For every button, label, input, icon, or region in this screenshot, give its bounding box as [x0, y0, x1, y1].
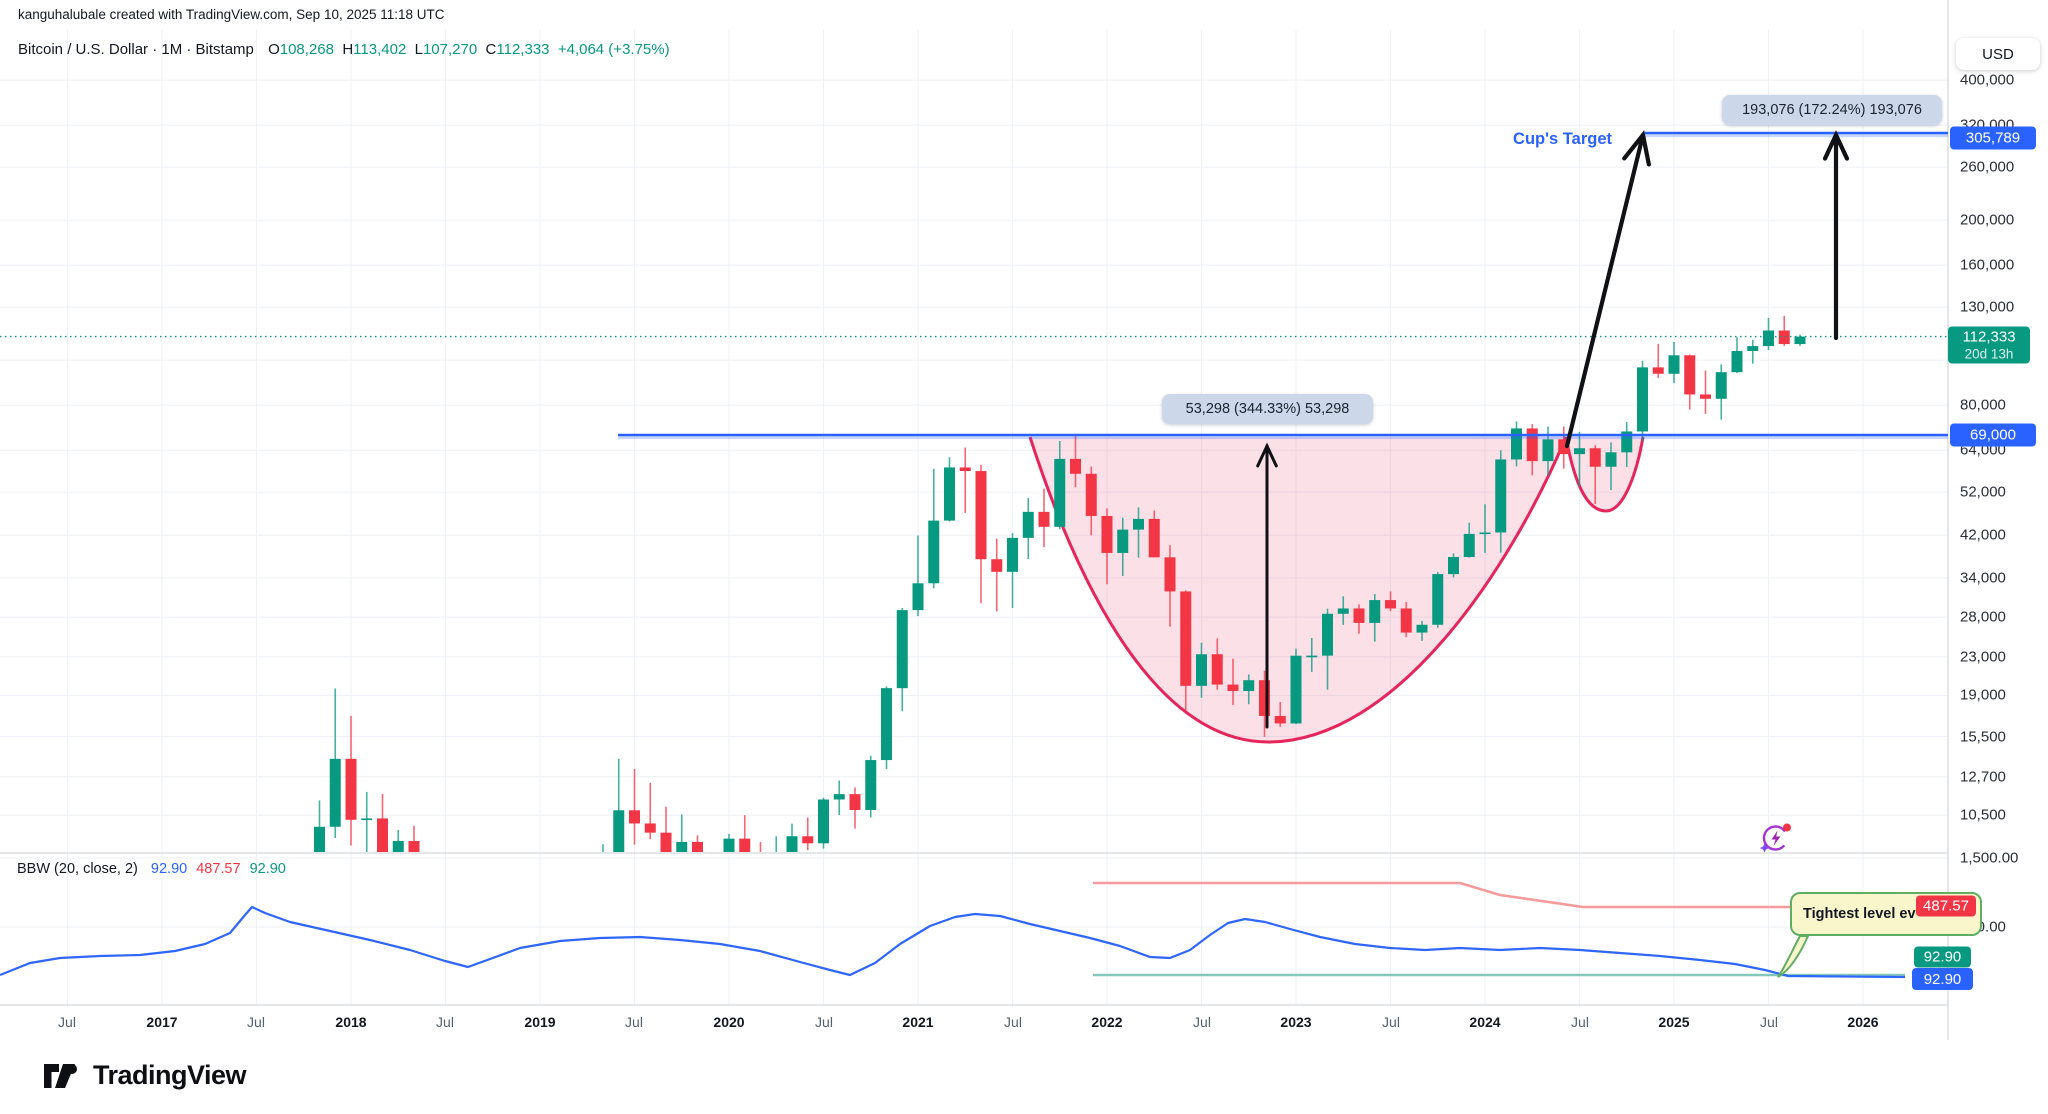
bbw-bbw-line	[0, 905, 1906, 979]
price-tick-label: 80,000	[1960, 396, 2006, 414]
cup-target-price-badge: 305,789	[1950, 126, 2036, 150]
attribution-text: kanguhalubale created with TradingView.c…	[18, 7, 445, 22]
cups-target-label[interactable]: Cup's Target	[1513, 130, 1612, 148]
indicator-value: 92.90	[249, 861, 286, 877]
time-tick-label: Jul	[1760, 1014, 1778, 1030]
price-tick-label: 260,000	[1960, 158, 2015, 176]
price-tick-label: 28,000	[1960, 608, 2006, 626]
depth-arrow	[1256, 442, 1278, 729]
price-tick-label: 200,000	[1960, 211, 2015, 229]
symbol-title: Bitcoin / U.S. Dollar · 1M · Bitstamp	[18, 41, 254, 58]
bbw-lowest-badge: 92.90	[1914, 946, 1971, 968]
time-tick-label: Jul	[1193, 1014, 1211, 1030]
currency-toggle-button[interactable]: USD	[1956, 38, 2040, 70]
indicator-legend[interactable]: BBW (20, close, 2) 92.90 487.57 92.90	[17, 861, 304, 877]
time-tick-label: Jul	[1571, 1014, 1589, 1030]
price-tick-label: 52,000	[1960, 483, 2006, 501]
ohlc-c: C112,333	[485, 41, 550, 58]
indicator-value: 487.57	[196, 861, 241, 877]
time-tick-label: Jul	[1004, 1014, 1022, 1030]
indicator-values: 92.90 487.57 92.90	[151, 861, 295, 877]
price-tick-label: 15,500	[1960, 728, 2006, 746]
ohlc-values: O108,268 H113,402 L107,270 C112,333	[268, 41, 558, 58]
price-change: +4,064 (+3.75%)	[557, 41, 670, 58]
time-tick-label: Jul	[247, 1014, 265, 1030]
tradingview-logo[interactable]: TradingView	[44, 1060, 247, 1091]
time-tick-label: 2022	[1091, 1014, 1123, 1030]
time-tick-label: 2021	[902, 1014, 934, 1030]
time-tick-label: 2017	[146, 1014, 178, 1030]
time-tick-label: 2024	[1469, 1014, 1501, 1030]
price-tick-label: 130,000	[1960, 298, 2015, 316]
spark-ai-icon[interactable]	[1759, 821, 1793, 855]
bbw-highest-badge: 487.57	[1916, 895, 1976, 917]
price-tick-label: 19,000	[1960, 686, 2006, 704]
ohlc-h: H113,402	[342, 41, 407, 58]
bbw-tick-label: 1,500.00	[1960, 849, 2019, 867]
breakout-price-badge: 69,000	[1950, 423, 2036, 447]
callout-text: Tightest level ev	[1803, 906, 1916, 922]
depth-measurement-tooltip: 53,298 (344.33%) 53,298	[1162, 394, 1373, 424]
time-tick-label: 2026	[1847, 1014, 1879, 1030]
price-tick-label: 42,000	[1960, 526, 2006, 544]
price-tick-label: 23,000	[1960, 648, 2006, 666]
ohlc-l: L107,270	[414, 41, 478, 58]
bbw-current-badge: 92.90	[1912, 968, 1973, 990]
time-tick-label: 2020	[713, 1014, 745, 1030]
target-arrow	[1822, 130, 1850, 341]
callout-tail	[1777, 935, 1810, 978]
time-tick-label: 2023	[1280, 1014, 1312, 1030]
ohlc-o: O108,268	[268, 41, 334, 58]
time-tick-label: 2019	[524, 1014, 556, 1030]
time-tick-label: Jul	[58, 1014, 76, 1030]
candle-series	[314, 315, 1806, 852]
time-tick-label: Jul	[1382, 1014, 1400, 1030]
time-tick-label: Jul	[625, 1014, 643, 1030]
bbw-highest-level-line	[1093, 881, 1905, 909]
target-measurement-tooltip: 193,076 (172.24%) 193,076	[1722, 95, 1942, 125]
breakout-arrow	[1564, 130, 1651, 449]
tradingview-logo-text: TradingView	[93, 1060, 247, 1090]
time-tick-label: Jul	[436, 1014, 454, 1030]
indicator-title: BBW (20, close, 2)	[17, 861, 138, 877]
time-tick-label: 2025	[1658, 1014, 1690, 1030]
price-tick-label: 34,000	[1960, 569, 2006, 587]
time-tick-label: Jul	[815, 1014, 833, 1030]
price-tick-label: 10,500	[1960, 806, 2006, 824]
price-tick-label: 160,000	[1960, 256, 2015, 274]
last-price-badge: 112,333 20d 13h	[1948, 326, 2030, 364]
symbol-info-bar[interactable]: Bitcoin / U.S. Dollar · 1M · Bitstamp O1…	[18, 41, 670, 58]
price-tick-label: 12,700	[1960, 768, 2006, 786]
price-tick-label: 400,000	[1960, 71, 2015, 89]
cup-and-handle-drawing	[1028, 436, 1645, 744]
time-tick-label: 2018	[335, 1014, 367, 1030]
indicator-value: 92.90	[150, 861, 188, 877]
tradingview-logo-icon	[44, 1063, 77, 1088]
